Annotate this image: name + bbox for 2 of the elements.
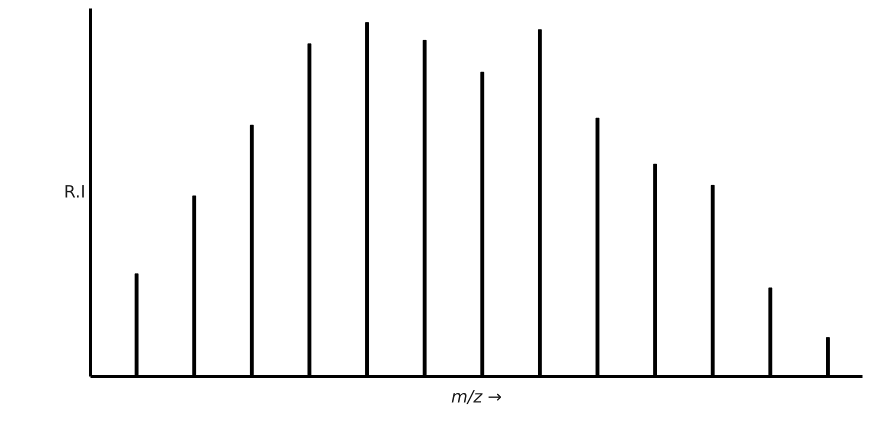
x-axis-title: m/z → xyxy=(451,388,502,408)
y-axis-title: R.I xyxy=(64,182,86,202)
